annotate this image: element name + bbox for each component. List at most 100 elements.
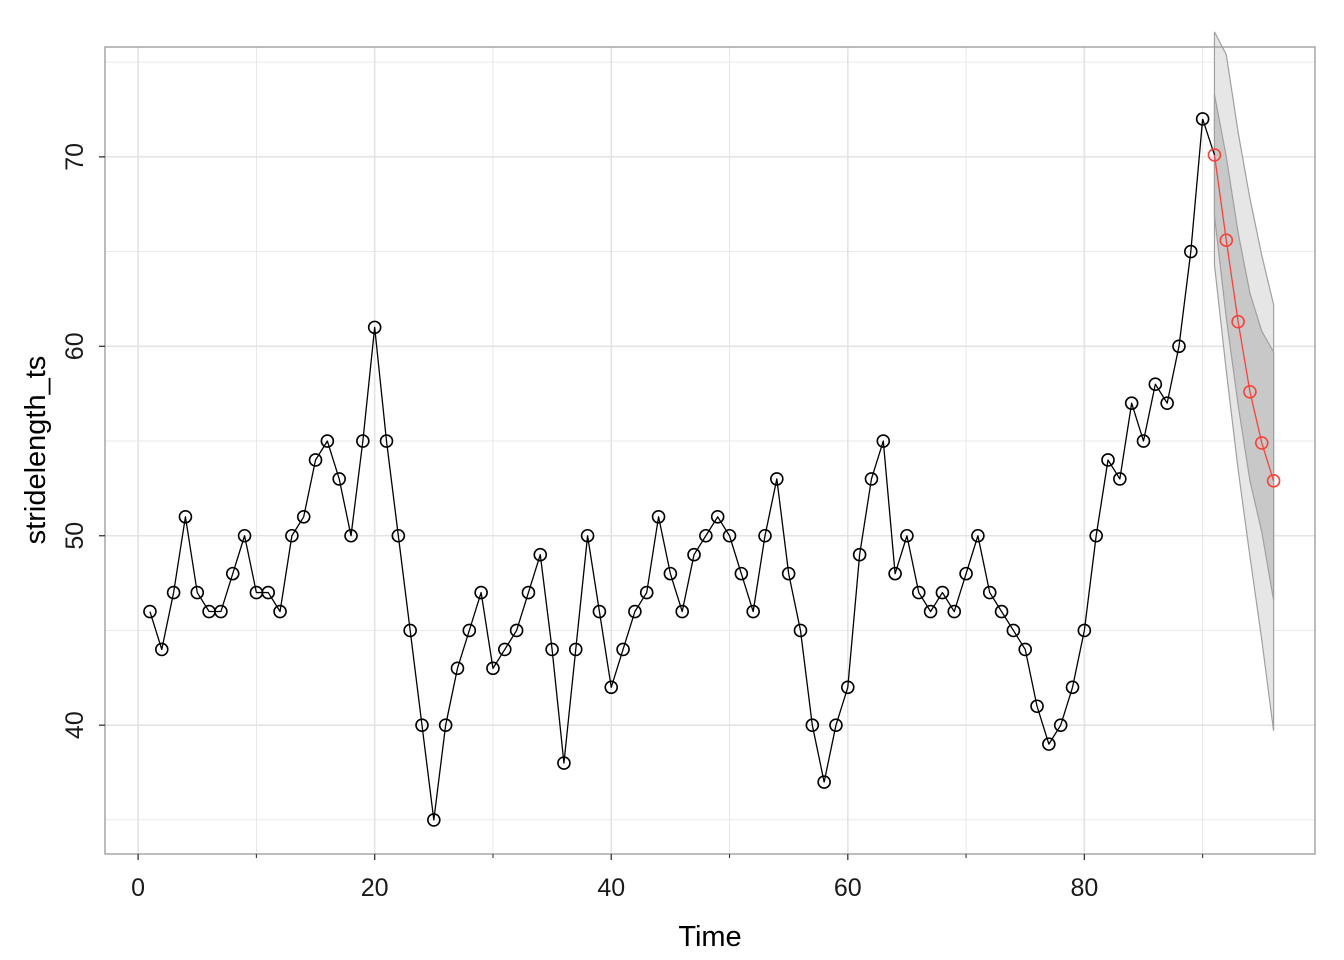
observed-point: [628, 604, 642, 619]
observed-point: [568, 642, 583, 657]
observed-point: [781, 566, 796, 581]
axis-ticks: 0 20 40 60 80 40 50 60 70: [61, 143, 1204, 902]
observed-point: [285, 528, 299, 543]
observed-point: [261, 585, 276, 600]
x-tick-label: 60: [834, 874, 862, 902]
observed-point: [1113, 472, 1127, 486]
forecast-point: [1207, 148, 1222, 162]
observed-point: [746, 604, 760, 619]
observed-point: [947, 604, 962, 619]
observed-point: [911, 585, 926, 600]
observed-point: [545, 642, 559, 657]
observed-point: [296, 510, 311, 524]
observed-point: [793, 623, 808, 638]
observed-point: [166, 585, 181, 600]
observed-point: [237, 528, 252, 543]
forecast-point: [1266, 474, 1281, 488]
observed-point: [1089, 528, 1103, 543]
observed-point: [427, 813, 441, 827]
observed-point: [663, 566, 678, 581]
observed-point: [497, 642, 512, 657]
observed-point: [391, 528, 406, 543]
observed-point: [178, 510, 193, 524]
observed-point: [344, 528, 358, 543]
plot-frame: [104, 46, 1316, 855]
observed-point: [415, 718, 429, 732]
observed-point: [273, 604, 287, 619]
observed-point: [982, 585, 997, 600]
observed-point: [1184, 244, 1198, 259]
forecast-point: [1219, 233, 1234, 248]
observed-point: [557, 756, 571, 770]
forecast-point: [1243, 384, 1257, 399]
observed-point: [474, 585, 488, 600]
observed-point: [1018, 642, 1033, 657]
observed-point: [509, 623, 524, 638]
observed-point: [1172, 339, 1186, 354]
observed-point: [1136, 434, 1151, 448]
observed-point: [829, 718, 843, 732]
observed-point: [840, 680, 855, 695]
observed-point: [1065, 680, 1080, 695]
observed-point: [675, 604, 690, 619]
observed-point: [438, 718, 453, 732]
observed-point: [758, 528, 772, 543]
observed-point: [332, 472, 346, 486]
observed-point: [356, 434, 370, 448]
observed-point: [225, 566, 240, 581]
observed-point: [1148, 377, 1163, 391]
observed-point: [935, 585, 950, 600]
observed-point: [403, 623, 417, 638]
x-tick-label: 40: [597, 874, 625, 902]
x-tick-label: 20: [361, 874, 389, 902]
observed-point: [450, 661, 465, 676]
observed-point: [1006, 623, 1021, 638]
observed-point: [651, 510, 666, 524]
observed-point: [308, 453, 323, 467]
observed-point: [1124, 396, 1139, 410]
y-axis-title: stridelength_ts: [20, 356, 52, 545]
observed-point: [1195, 112, 1210, 126]
observed-point: [994, 604, 1009, 619]
observed-point: [900, 528, 914, 543]
observed-point: [852, 547, 867, 562]
observed-point: [143, 604, 157, 619]
observed-point: [770, 472, 784, 486]
observed-point: [1053, 718, 1068, 732]
observed-point: [687, 547, 701, 562]
grid-lines: [105, 47, 1315, 854]
forecast-point: [1231, 314, 1245, 329]
y-tick-label: 70: [61, 143, 89, 171]
observed-point: [888, 566, 902, 581]
observed-point: [154, 642, 169, 657]
observed-point: [639, 585, 654, 600]
observed-point: [580, 528, 595, 543]
observed-point: [1160, 396, 1174, 410]
observed-point: [971, 528, 985, 543]
observed-point: [592, 604, 607, 619]
x-tick-label: 0: [131, 874, 145, 902]
observed-point: [1101, 453, 1115, 467]
observed-point: [805, 718, 820, 732]
observed-point: [923, 604, 938, 619]
observed-point: [864, 472, 879, 486]
observed-point: [1030, 699, 1044, 714]
observed-point: [367, 320, 382, 335]
observed-point: [379, 434, 394, 448]
observed-point: [521, 585, 536, 600]
y-tick-label: 50: [61, 522, 89, 550]
observed-point: [320, 434, 335, 448]
series-points: [143, 112, 1281, 827]
observed-point: [722, 528, 737, 543]
observed-point: [959, 566, 973, 581]
x-axis-title: Time: [678, 921, 741, 953]
observed-point: [817, 775, 831, 789]
observed-point: [616, 642, 630, 657]
observed-point: [710, 510, 725, 524]
observed-point: [604, 680, 619, 695]
observed-point: [533, 547, 548, 562]
observed-line: [149, 118, 1204, 821]
forecast-point: [1254, 436, 1269, 450]
